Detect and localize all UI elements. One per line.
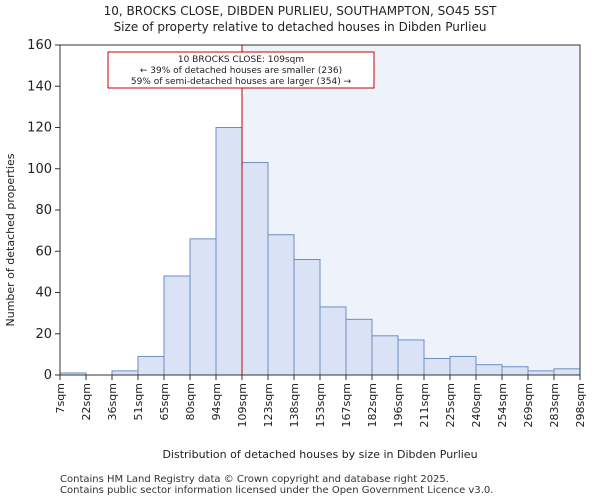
chart-subtitle: Size of property relative to detached ho… xyxy=(114,20,487,34)
bar-240sqm xyxy=(475,364,503,376)
bar-225sqm xyxy=(449,355,477,376)
bar-153sqm xyxy=(319,306,347,376)
bar-283sqm xyxy=(553,368,581,376)
chart-title: 10, BROCKS CLOSE, DIBDEN PURLIEU, SOUTHA… xyxy=(104,4,497,18)
x-tick-label: 240sqm xyxy=(470,383,483,427)
y-tick-label: 0 xyxy=(44,368,52,383)
y-tick-label: 120 xyxy=(27,121,52,136)
x-tick-label: 283sqm xyxy=(548,383,561,427)
x-axis-ticks: 7sqm 22sqm 36sqm 51sqm 65sqm 80sqm 94sqm 109sqm… xyxy=(54,375,587,427)
annotation-line-2: ← 39% of detached houses are smaller (23… xyxy=(140,66,342,76)
y-tick-label: 100 xyxy=(27,162,52,177)
x-tick-label: 94sqm xyxy=(210,383,223,420)
y-axis-label: Number of detached properties xyxy=(4,153,17,326)
bar-167sqm xyxy=(345,318,373,376)
plot-frame xyxy=(59,44,581,376)
x-tick-label: 51sqm xyxy=(132,383,145,420)
x-tick-label: 65sqm xyxy=(158,383,171,420)
bar-65sqm xyxy=(163,275,191,376)
bar-36sqm xyxy=(111,370,139,376)
x-axis-label: Distribution of detached houses by size … xyxy=(162,448,477,461)
bar-138sqm xyxy=(293,259,321,376)
footer-licence: Contains public sector information licen… xyxy=(60,485,494,496)
annotation-line-3: 59% of semi-detached houses are larger (… xyxy=(131,77,352,87)
x-tick-label: 225sqm xyxy=(444,383,457,427)
bar-51sqm xyxy=(137,355,165,376)
bar-123sqm xyxy=(267,234,295,376)
x-tick-label: 7sqm xyxy=(54,383,67,413)
x-tick-label: 138sqm xyxy=(288,383,301,427)
bar-182sqm xyxy=(371,335,399,376)
x-tick-label: 254sqm xyxy=(496,383,509,427)
x-tick-label: 80sqm xyxy=(184,383,197,420)
annotation-line-1: 10 BROCKS CLOSE: 109sqm xyxy=(178,55,304,65)
x-tick-label: 167sqm xyxy=(340,383,353,427)
bar-109sqm xyxy=(241,162,269,376)
bar-211sqm xyxy=(423,358,451,376)
annotation-box: 10 BROCKS CLOSE: 109sqm ← 39% of detache… xyxy=(107,51,375,89)
bars-group xyxy=(59,127,581,376)
bar-196sqm xyxy=(397,339,425,376)
x-tick-label: 298sqm xyxy=(574,383,587,427)
x-tick-label: 211sqm xyxy=(418,383,431,427)
y-tick-label: 80 xyxy=(35,203,52,218)
bar-254sqm xyxy=(501,366,529,376)
footer-copyright: Contains HM Land Registry data © Crown c… xyxy=(60,474,449,485)
y-tick-label: 20 xyxy=(35,327,52,342)
histogram-chart: 10, BROCKS CLOSE, DIBDEN PURLIEU, SOUTHA… xyxy=(4,4,587,461)
bar-94sqm xyxy=(215,127,243,376)
y-tick-label: 140 xyxy=(27,79,52,94)
y-axis-ticks: 0 20 40 60 80 100 120 140 160 xyxy=(27,38,60,383)
bar-269sqm xyxy=(527,370,555,376)
y-tick-label: 40 xyxy=(35,286,52,301)
y-tick-label: 60 xyxy=(35,244,52,259)
bar-80sqm xyxy=(189,238,217,376)
x-tick-label: 22sqm xyxy=(80,383,93,420)
x-tick-label: 269sqm xyxy=(522,383,535,427)
x-tick-label: 36sqm xyxy=(106,383,119,420)
x-tick-label: 109sqm xyxy=(236,383,249,427)
x-tick-label: 196sqm xyxy=(392,383,405,427)
x-tick-label: 123sqm xyxy=(262,383,275,427)
x-tick-label: 182sqm xyxy=(366,383,379,427)
y-tick-label: 160 xyxy=(27,38,52,53)
x-tick-label: 153sqm xyxy=(314,383,327,427)
